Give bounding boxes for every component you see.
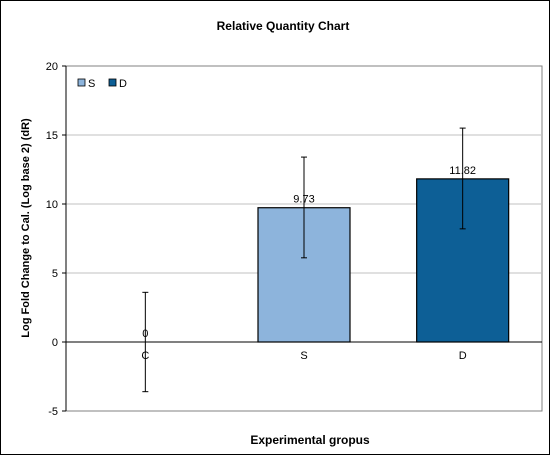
data-label: 0: [142, 328, 148, 340]
bars: [257, 178, 510, 343]
legend-label: S: [88, 78, 95, 90]
y-tick-label: 10: [46, 199, 58, 211]
chart-title: Relative Quantity Chart: [217, 19, 350, 33]
y-tick-label: -5: [48, 406, 58, 418]
y-tick-label: 15: [46, 130, 58, 142]
error-bars: [142, 127, 466, 393]
y-tick-label: 0: [52, 337, 58, 349]
data-label: 9.73: [293, 194, 314, 206]
x-tick-label: S: [300, 350, 307, 362]
legend-label: D: [119, 78, 127, 90]
y-tick-label: 20: [46, 61, 58, 73]
x-axis-label: Experimental gropus: [250, 433, 370, 447]
x-tick-label: D: [459, 350, 467, 362]
y-axis-label: Log Fold Change to Cal. (Log base 2) (dR…: [20, 118, 32, 338]
y-tick-label: 5: [52, 268, 58, 280]
legend-swatch-d: [108, 78, 117, 87]
x-tick-label: C: [141, 350, 149, 362]
legend-swatch-s: [77, 78, 86, 87]
data-labels: 0 9.73 11.82: [142, 165, 476, 340]
data-label: 11.82: [449, 165, 476, 177]
